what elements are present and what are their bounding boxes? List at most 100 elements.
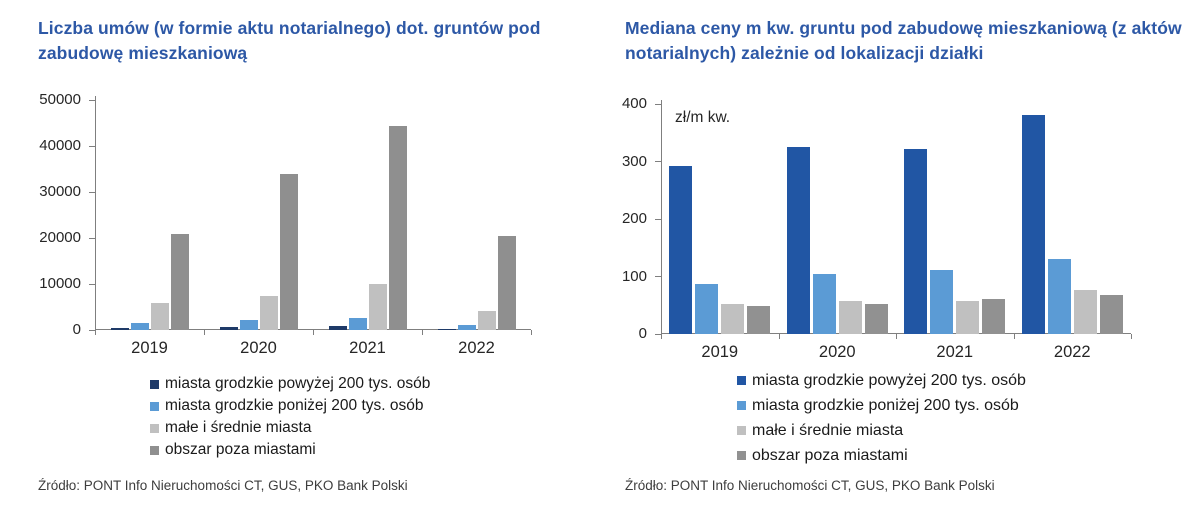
left-chart-title: Liczba umów (w formie aktu notarialnego)…: [38, 18, 541, 63]
left-group-2019: [95, 100, 204, 330]
right-legend-item: miasta grodzkie poniżej 200 tys. osób: [737, 393, 1026, 418]
left-bar-series1-2019: [110, 327, 129, 330]
left-y-tick-label: 50000: [39, 91, 81, 108]
right-bar-series2-2020: [812, 273, 836, 334]
left-x-category-label: 2021: [349, 339, 386, 357]
right-bar-series4-2022: [1099, 294, 1123, 334]
right-legend-item: małe i średnie miasta: [737, 418, 1026, 443]
left-bar-series4-2022: [497, 235, 516, 330]
right-bar-series3-2019: [721, 304, 745, 334]
left-bar-series4-2021: [388, 125, 407, 330]
left-bar-series3-2021: [368, 284, 387, 330]
right-x-tick-mark: [1013, 334, 1015, 339]
legend-label: małe i średnie miasta: [165, 419, 312, 436]
left-bar-series2-2021: [348, 317, 367, 330]
right-y-tick-mark: [655, 103, 661, 105]
right-x-category-label: 2021: [936, 343, 974, 361]
right-x-category-label: 2019: [701, 343, 739, 361]
left-x-tick-mark: [422, 330, 423, 335]
right-y-tick-label: 200: [621, 210, 647, 227]
right-bar-series3-2022: [1073, 289, 1097, 334]
left-y-tick-label: 20000: [39, 229, 81, 246]
right-x-tick-mark: [661, 334, 662, 339]
left-bar-series1-2022: [437, 328, 456, 330]
right-legend-item: obszar poza miastami: [737, 443, 1026, 468]
right-group-2022: [1014, 104, 1132, 334]
right-bar-series4-2019: [747, 306, 771, 334]
left-legend-item: miasta grodzkie poniżej 200 tys. osób: [150, 395, 430, 417]
left-y-tick-mark: [89, 145, 95, 147]
legend-swatch-icon: [150, 445, 159, 455]
left-bar-series2-2019: [130, 323, 149, 330]
left-source-note: Źródło: PONT Info Nieruchomości CT, GUS,…: [38, 478, 408, 493]
left-y-tick-mark: [89, 237, 95, 239]
right-y-tick-label: 0: [638, 325, 647, 342]
left-bar-series3-2020: [259, 295, 278, 330]
legend-label: miasta grodzkie powyżej 200 tys. osób: [165, 375, 431, 392]
left-y-tick-label: 40000: [39, 137, 81, 154]
right-group-2021: [896, 104, 1014, 334]
right-bar-series1-2022: [1021, 114, 1045, 334]
legend-swatch-icon: [737, 376, 746, 385]
right-bar-series1-2019: [669, 165, 693, 334]
left-y-tick-mark: [89, 191, 95, 193]
left-x-tick-mark: [531, 330, 532, 335]
left-bar-series3-2019: [150, 302, 169, 330]
left-group-2022: [422, 100, 531, 330]
right-y-tick-label: 400: [621, 95, 647, 112]
left-x-tick-mark: [204, 330, 205, 335]
left-chart-plot-area: 0 10000 20000 30000 40000 50000 2019 2020 2021 20…: [39, 91, 532, 357]
right-x-tick-mark: [1131, 334, 1132, 339]
right-bar-series3-2021: [956, 300, 980, 334]
right-source-note: Źródło: PONT Info Nieruchomości CT, GUS,…: [625, 478, 995, 493]
right-group-2020: [779, 104, 897, 334]
right-x-category-label: 2020: [818, 343, 856, 361]
right-bar-series4-2020: [864, 303, 888, 334]
right-y-tick-mark: [655, 276, 661, 277]
left-bar-series1-2021: [328, 326, 347, 330]
left-group-2021: [313, 100, 422, 330]
right-x-tick-mark: [896, 334, 897, 339]
left-bar-series1-2020: [219, 326, 238, 330]
left-legend-item: miasta grodzkie powyżej 200 tys. osób: [150, 373, 430, 395]
left-bar-series2-2020: [239, 319, 258, 330]
right-y-tick-label: 100: [621, 267, 647, 285]
legend-label: obszar poza miastami: [165, 441, 316, 458]
legend-swatch-icon: [737, 426, 746, 435]
right-chart-legend: miasta grodzkie powyżej 200 tys. osób mia…: [737, 368, 1026, 468]
left-y-tick-label: 0: [72, 321, 81, 338]
left-x-category-label: 2022: [458, 339, 495, 357]
legend-label: miasta grodzkie poniżej 200 tys. osób: [752, 396, 1019, 414]
left-y-tick-label: 30000: [39, 183, 81, 200]
left-y-tick-mark: [89, 99, 95, 101]
right-y-tick-mark: [655, 161, 661, 162]
left-legend-item: małe i średnie miasta: [150, 417, 430, 439]
legend-swatch-icon: [150, 401, 159, 411]
right-x-category-label: 2022: [1053, 343, 1091, 361]
right-chart-title: Mediana ceny m kw. gruntu pod zabudowę m…: [625, 18, 1182, 63]
right-y-axis-line: [661, 100, 662, 334]
left-chart-legend: miasta grodzkie powyżej 200 tys. osób mia…: [150, 373, 430, 461]
right-bar-series1-2020: [786, 146, 810, 334]
right-y-tick-mark: [655, 333, 661, 335]
right-chart-plot-area: zł/m kw. 0 100 200 300 400 2019 2020 2021 2022: [622, 95, 1132, 361]
left-x-tick-mark: [95, 330, 96, 335]
left-y-tick-label: 10000: [39, 275, 81, 292]
left-bar-series4-2019: [170, 233, 189, 330]
legend-swatch-icon: [737, 401, 746, 410]
right-bar-series2-2022: [1047, 259, 1071, 334]
right-bar-groups: [661, 104, 1131, 334]
left-group-2020: [204, 100, 313, 330]
right-bar-series2-2021: [930, 269, 954, 334]
right-y-tick-label: 300: [621, 152, 647, 170]
right-legend-item: miasta grodzkie powyżej 200 tys. osób: [737, 368, 1026, 393]
left-legend-item: obszar poza miastami: [150, 439, 430, 461]
legend-label: miasta grodzkie poniżej 200 tys. osób: [165, 397, 424, 414]
left-y-tick-mark: [89, 329, 95, 331]
left-x-axis-line: [95, 329, 531, 330]
right-bar-series4-2021: [982, 298, 1006, 334]
left-x-tick-mark: [313, 330, 314, 335]
legend-swatch-icon: [150, 379, 159, 389]
legend-label: obszar poza miastami: [752, 446, 908, 464]
